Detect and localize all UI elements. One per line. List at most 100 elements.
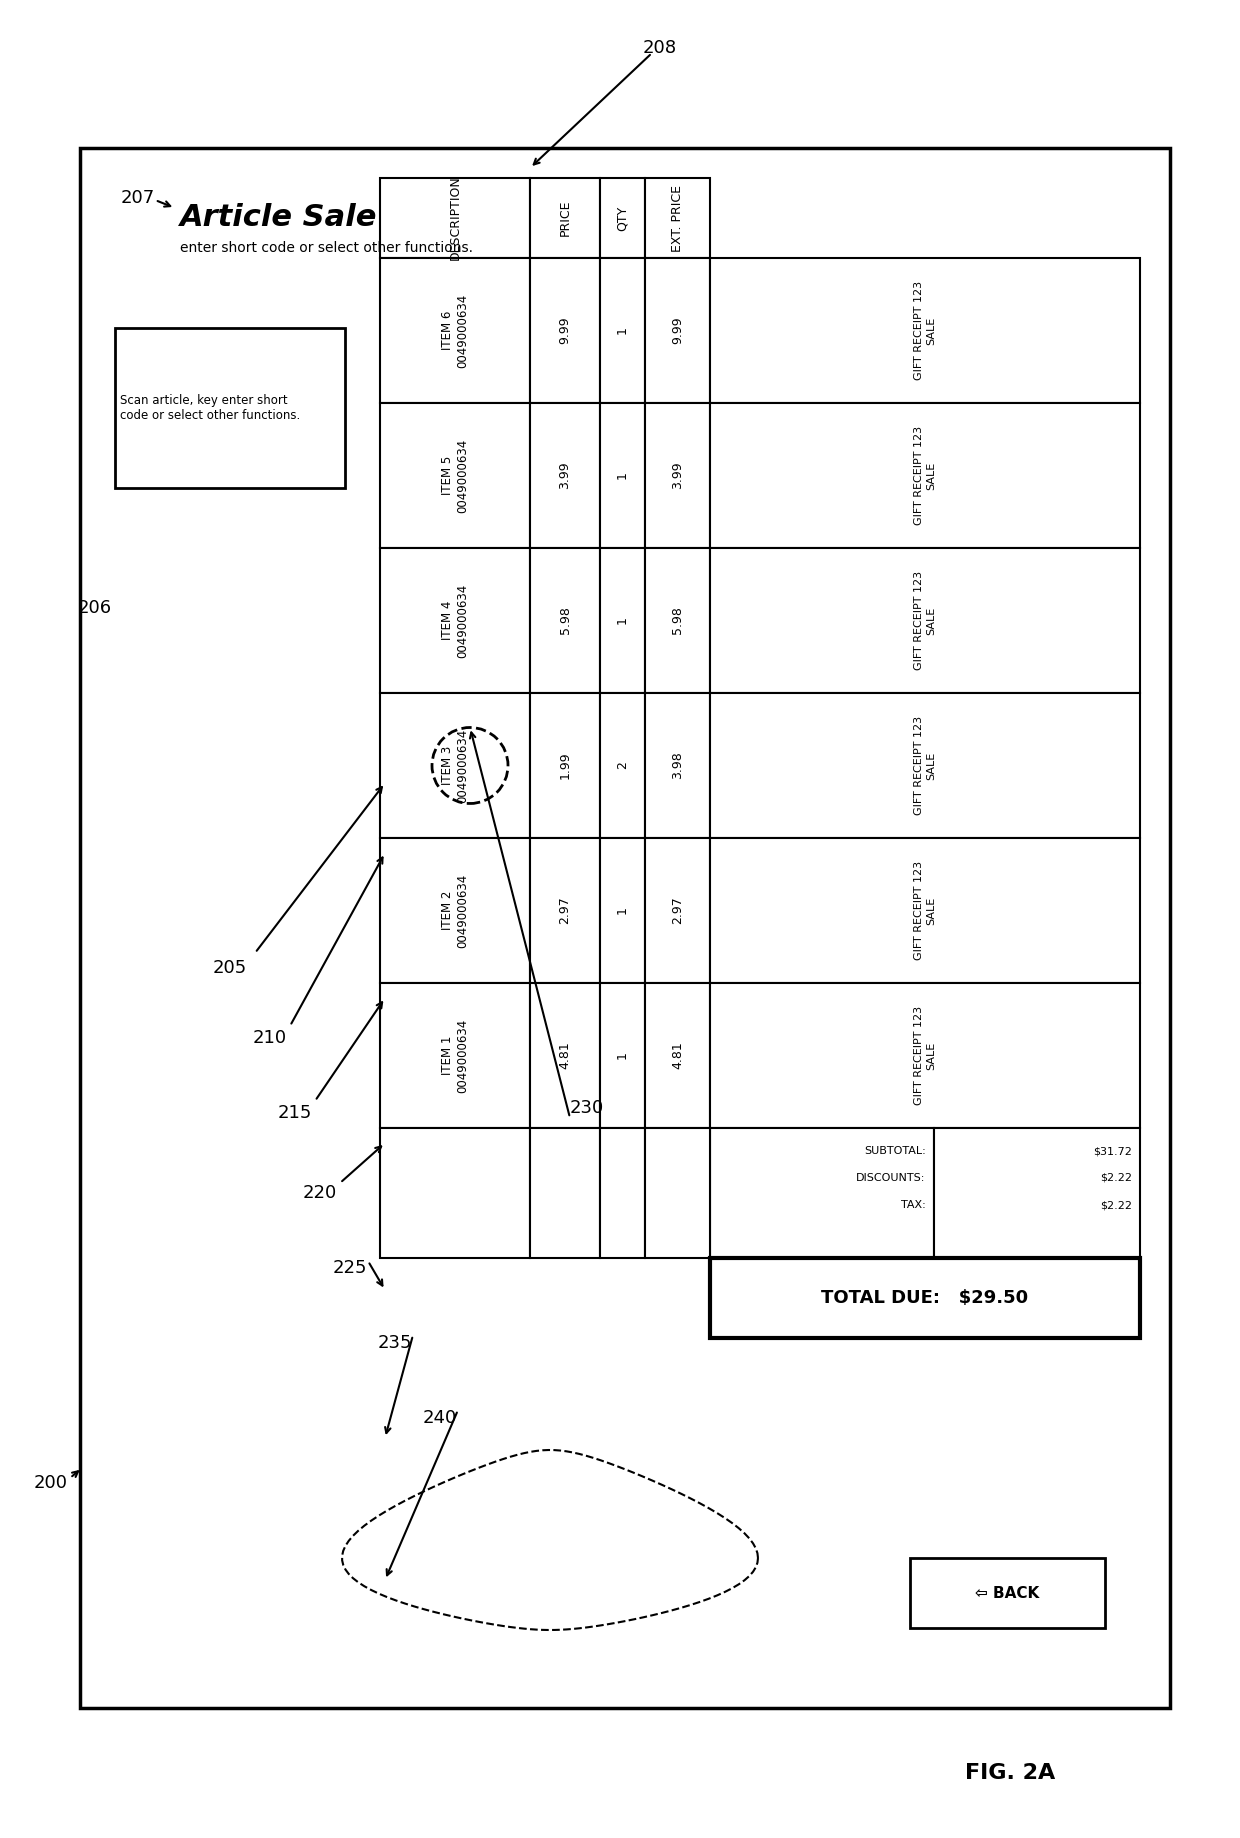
Text: DISCOUNTS:: DISCOUNTS: [857, 1173, 925, 1184]
Bar [379, 1129, 529, 1257]
Text: QTY: QTY [616, 206, 629, 230]
Text: 225: 225 [332, 1259, 367, 1277]
Bar [645, 1129, 711, 1257]
Text: 1: 1 [616, 472, 629, 480]
Text: GIFT RECEIPT 123
SALE: GIFT RECEIPT 123 SALE [914, 860, 936, 959]
Bar [379, 403, 529, 548]
Text: 1.99: 1.99 [558, 752, 572, 779]
Bar [711, 983, 1140, 1129]
Bar [711, 1257, 1140, 1338]
Bar [379, 257, 529, 403]
Bar [529, 983, 600, 1129]
Text: ITEM 1
0049000634: ITEM 1 0049000634 [441, 1018, 469, 1092]
Bar [910, 1559, 1105, 1628]
Bar [600, 178, 645, 257]
Text: 207: 207 [120, 189, 155, 208]
Text: 5.98: 5.98 [671, 607, 684, 634]
Text: 220: 220 [303, 1184, 337, 1202]
Text: 1: 1 [616, 616, 629, 625]
Text: 2.97: 2.97 [671, 897, 684, 925]
Bar [645, 548, 711, 693]
Bar [379, 838, 529, 983]
Text: 3.99: 3.99 [671, 461, 684, 489]
Text: TAX:: TAX: [900, 1200, 925, 1209]
Bar [711, 257, 1140, 403]
Bar [645, 838, 711, 983]
Bar [379, 178, 529, 257]
Bar [600, 403, 645, 548]
Text: ITEM 5
0049000634: ITEM 5 0049000634 [441, 439, 469, 513]
Text: 208: 208 [642, 39, 677, 57]
Text: 5.98: 5.98 [558, 607, 572, 634]
Text: DESCRIPTION: DESCRIPTION [449, 176, 461, 261]
Text: FIG. 2A: FIG. 2A [965, 1763, 1055, 1783]
Text: 9.99: 9.99 [558, 316, 572, 344]
Bar [529, 257, 600, 403]
Text: 4.81: 4.81 [558, 1042, 572, 1070]
Bar [645, 403, 711, 548]
Text: 1: 1 [616, 906, 629, 915]
Bar [711, 403, 1140, 548]
Text: enter short code or select other functions.: enter short code or select other functio… [180, 241, 472, 255]
Text: 235: 235 [378, 1334, 412, 1353]
Text: 200: 200 [33, 1474, 68, 1492]
Bar [645, 178, 711, 257]
Text: GIFT RECEIPT 123
SALE: GIFT RECEIPT 123 SALE [914, 426, 936, 526]
Text: 230: 230 [570, 1099, 604, 1118]
Bar [529, 548, 600, 693]
Bar [379, 983, 529, 1129]
Text: 240: 240 [423, 1410, 458, 1426]
Text: 2.97: 2.97 [558, 897, 572, 925]
Bar [711, 1129, 934, 1257]
Bar [645, 693, 711, 838]
Text: 2: 2 [616, 761, 629, 770]
Bar [711, 838, 1140, 983]
Text: 9.99: 9.99 [671, 316, 684, 344]
Bar [600, 1129, 645, 1257]
Bar [529, 838, 600, 983]
Text: GIFT RECEIPT 123
SALE: GIFT RECEIPT 123 SALE [914, 572, 936, 671]
Bar [711, 693, 1140, 838]
Bar [529, 178, 600, 257]
Text: 206: 206 [78, 599, 112, 618]
Bar [81, 149, 1171, 1708]
Text: 4.81: 4.81 [671, 1042, 684, 1070]
Text: 3.99: 3.99 [558, 461, 572, 489]
Text: TOTAL DUE:   $29.50: TOTAL DUE: $29.50 [821, 1288, 1028, 1307]
Bar [600, 838, 645, 983]
Text: EXT. PRICE: EXT. PRICE [671, 184, 684, 252]
Bar [600, 257, 645, 403]
Text: $31.72: $31.72 [1094, 1147, 1132, 1156]
Bar [934, 1129, 1140, 1257]
Text: ITEM 4
0049000634: ITEM 4 0049000634 [441, 583, 469, 658]
Text: 210: 210 [253, 1029, 288, 1048]
Text: 215: 215 [278, 1105, 312, 1121]
Text: GIFT RECEIPT 123
SALE: GIFT RECEIPT 123 SALE [914, 1005, 936, 1105]
Bar [600, 548, 645, 693]
Bar [645, 257, 711, 403]
Bar [529, 693, 600, 838]
Bar [645, 983, 711, 1129]
Bar [115, 327, 345, 489]
Text: ITEM 2
0049000634: ITEM 2 0049000634 [441, 873, 469, 948]
Bar [711, 548, 1140, 693]
Text: $2.22: $2.22 [1100, 1173, 1132, 1184]
Text: 205: 205 [213, 959, 247, 978]
Text: ITEM 6
0049000634: ITEM 6 0049000634 [441, 294, 469, 368]
Text: 3.98: 3.98 [671, 752, 684, 779]
Text: GIFT RECEIPT 123
SALE: GIFT RECEIPT 123 SALE [914, 717, 936, 814]
Text: GIFT RECEIPT 123
SALE: GIFT RECEIPT 123 SALE [914, 281, 936, 380]
Text: SUBTOTAL:: SUBTOTAL: [864, 1147, 925, 1156]
Bar [529, 403, 600, 548]
Bar [600, 693, 645, 838]
Text: ITEM 3
0049000634: ITEM 3 0049000634 [441, 728, 469, 803]
Text: Article Sale: Article Sale [180, 204, 377, 232]
Bar [529, 1129, 600, 1257]
Text: PRICE: PRICE [558, 200, 572, 237]
Text: ⇦ BACK: ⇦ BACK [976, 1586, 1039, 1601]
Bar [379, 693, 529, 838]
Bar [600, 983, 645, 1129]
Text: $2.22: $2.22 [1100, 1200, 1132, 1209]
Text: 1: 1 [616, 327, 629, 335]
Text: 1: 1 [616, 1051, 629, 1059]
